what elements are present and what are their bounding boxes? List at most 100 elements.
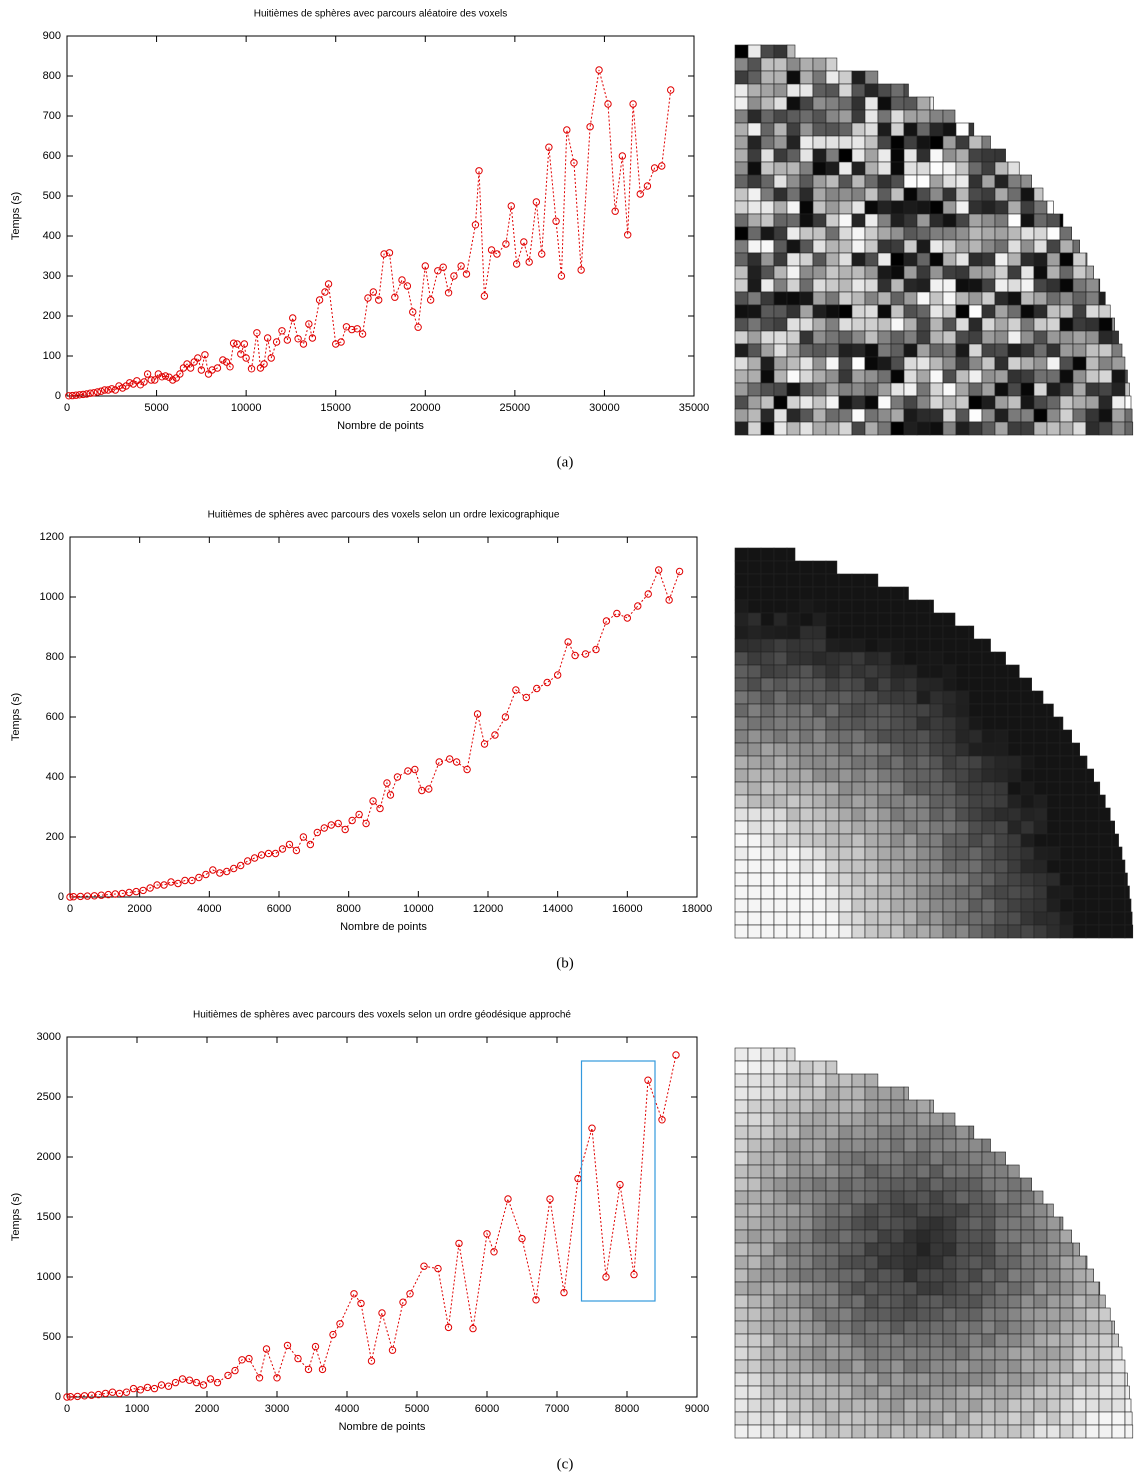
voxel bbox=[916, 885, 931, 900]
voxel bbox=[1098, 408, 1113, 423]
voxel bbox=[864, 187, 879, 202]
voxel bbox=[890, 161, 905, 176]
point bbox=[181, 876, 189, 885]
voxel bbox=[955, 239, 970, 254]
voxel bbox=[799, 573, 814, 588]
voxel bbox=[1046, 382, 1061, 397]
voxel bbox=[1020, 742, 1035, 757]
voxel bbox=[1046, 1242, 1061, 1257]
voxel bbox=[825, 794, 840, 809]
x-tick-label: 0 bbox=[64, 402, 70, 414]
voxel bbox=[864, 1242, 879, 1257]
voxel bbox=[877, 1177, 892, 1192]
voxel bbox=[786, 1177, 801, 1192]
voxel bbox=[799, 1151, 814, 1166]
voxel bbox=[864, 768, 879, 783]
voxel bbox=[1033, 1203, 1048, 1218]
voxel bbox=[786, 330, 801, 345]
x-tick-label: 8000 bbox=[336, 903, 360, 915]
voxel bbox=[1059, 1294, 1074, 1309]
point bbox=[665, 596, 673, 604]
voxel bbox=[903, 343, 918, 358]
point bbox=[253, 329, 261, 337]
voxel bbox=[877, 859, 892, 874]
voxel bbox=[1007, 898, 1022, 913]
x-tick-label: 6000 bbox=[267, 903, 291, 915]
voxel bbox=[929, 291, 944, 306]
voxel bbox=[1085, 1320, 1100, 1335]
voxel bbox=[864, 408, 879, 423]
voxel bbox=[903, 1099, 918, 1114]
voxel bbox=[942, 820, 957, 835]
voxel bbox=[773, 1385, 788, 1400]
voxel bbox=[864, 1203, 879, 1218]
voxel bbox=[994, 1255, 1009, 1270]
point bbox=[118, 889, 126, 898]
voxel bbox=[747, 226, 762, 241]
voxel bbox=[916, 1320, 931, 1335]
voxel bbox=[955, 304, 970, 319]
point bbox=[321, 288, 329, 296]
voxel bbox=[799, 911, 814, 926]
voxel bbox=[838, 239, 853, 254]
voxel bbox=[877, 382, 892, 397]
voxel bbox=[1007, 1333, 1022, 1348]
voxel bbox=[1059, 304, 1074, 319]
voxel bbox=[890, 1281, 905, 1296]
voxel bbox=[981, 187, 996, 202]
point bbox=[238, 1356, 246, 1364]
y-axis-label: Temps (s) bbox=[10, 693, 22, 741]
voxel bbox=[877, 1138, 892, 1153]
voxel bbox=[812, 833, 827, 848]
voxel bbox=[877, 716, 892, 731]
voxel bbox=[903, 1203, 918, 1218]
voxel bbox=[1072, 330, 1087, 345]
voxel bbox=[799, 421, 814, 436]
voxel bbox=[1007, 885, 1022, 900]
voxel bbox=[903, 1359, 918, 1374]
point bbox=[473, 710, 482, 718]
voxel bbox=[825, 265, 840, 280]
voxel bbox=[786, 742, 801, 757]
voxel bbox=[890, 716, 905, 731]
voxel bbox=[1059, 911, 1074, 926]
voxel bbox=[1033, 911, 1048, 926]
point bbox=[97, 891, 106, 899]
voxel bbox=[890, 252, 905, 267]
voxel bbox=[864, 1177, 879, 1192]
voxel bbox=[1059, 781, 1074, 796]
voxel bbox=[851, 382, 866, 397]
voxel bbox=[838, 213, 853, 228]
voxel bbox=[760, 1151, 775, 1166]
voxel bbox=[734, 395, 749, 410]
voxel bbox=[903, 213, 918, 228]
voxel bbox=[1072, 1307, 1087, 1322]
voxel bbox=[981, 265, 996, 280]
voxel bbox=[838, 1424, 853, 1439]
voxel bbox=[838, 664, 853, 679]
voxel bbox=[890, 1151, 905, 1166]
point bbox=[475, 167, 483, 175]
voxel bbox=[864, 1281, 879, 1296]
voxel bbox=[903, 122, 918, 137]
point bbox=[230, 864, 238, 873]
voxel bbox=[760, 122, 775, 137]
voxel bbox=[851, 599, 866, 614]
voxel bbox=[760, 1190, 775, 1205]
voxel bbox=[955, 1242, 970, 1257]
point bbox=[518, 1234, 526, 1243]
voxel bbox=[760, 1294, 775, 1309]
voxel bbox=[903, 807, 918, 822]
voxel bbox=[734, 1385, 749, 1400]
voxel bbox=[890, 265, 905, 280]
voxel bbox=[877, 898, 892, 913]
voxel bbox=[877, 690, 892, 705]
voxel bbox=[838, 369, 853, 384]
voxel bbox=[942, 304, 957, 319]
voxel bbox=[747, 755, 762, 770]
voxel bbox=[968, 1398, 983, 1413]
voxel bbox=[825, 369, 840, 384]
voxel bbox=[968, 304, 983, 319]
point bbox=[334, 819, 342, 828]
voxel bbox=[1085, 408, 1100, 423]
